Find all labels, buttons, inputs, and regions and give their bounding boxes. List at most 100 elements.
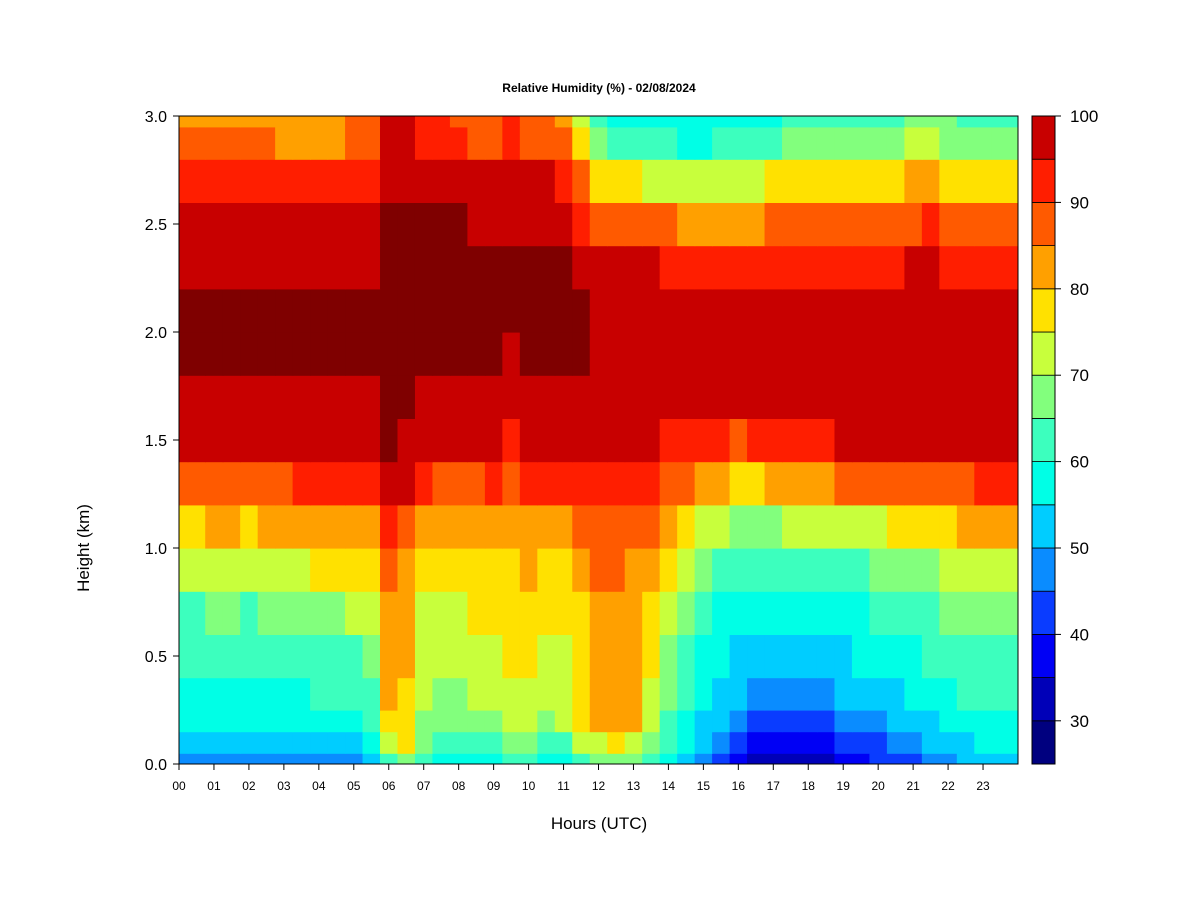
heatmap-cell — [712, 288, 731, 333]
heatmap-cell — [904, 710, 923, 733]
heatmap-cell — [904, 731, 923, 754]
heatmap-cell — [589, 245, 608, 290]
heatmap-cell — [747, 504, 766, 549]
heatmap-cell — [956, 461, 975, 506]
y-tick-label: 0.5 — [145, 649, 167, 666]
x-axis-label: Hours (UTC) — [551, 814, 647, 833]
heatmap-cell — [275, 731, 294, 754]
heatmap-cell — [712, 418, 731, 463]
heatmap-cell — [956, 288, 975, 333]
heatmap-cell — [816, 245, 836, 290]
heatmap-cell — [222, 116, 241, 128]
heatmap-cell — [624, 710, 643, 733]
heatmap-cell — [187, 375, 206, 419]
heatmap-cell — [432, 548, 451, 592]
heatmap-cell — [677, 126, 696, 160]
heatmap-cell — [869, 375, 888, 419]
heatmap-cell — [345, 753, 364, 764]
heatmap-cell — [712, 677, 731, 711]
heatmap-cell — [449, 202, 469, 247]
heatmap-cell — [205, 710, 224, 733]
colorbar-swatch — [1031, 288, 1056, 333]
heatmap-cell — [397, 677, 416, 711]
heatmap-cell — [414, 418, 434, 463]
heatmap-cell — [729, 202, 748, 247]
heatmap-cell — [179, 591, 189, 635]
heatmap-cell — [939, 634, 958, 679]
heatmap-cell — [502, 288, 521, 333]
x-tick-label: 12 — [592, 779, 606, 793]
heatmap-cell — [607, 591, 626, 635]
colorbar-swatch — [1031, 158, 1056, 203]
heatmap-cell — [939, 731, 958, 754]
heatmap-cell — [380, 634, 399, 679]
heatmap-cell — [484, 591, 503, 635]
heatmap-cell — [327, 245, 346, 290]
heatmap-cell — [310, 548, 329, 592]
heatmap-cell — [502, 461, 521, 506]
heatmap-cell — [327, 126, 346, 160]
y-axis: 0.0 0.5 1.0 1.5 2.0 2.5 3.0 — [145, 109, 179, 774]
heatmap-cell — [607, 731, 626, 754]
heatmap-cell — [449, 591, 469, 635]
heatmap-cell — [484, 126, 503, 160]
heatmap-cell — [397, 159, 416, 203]
heatmap-cell — [397, 710, 416, 733]
heatmap-cell — [677, 710, 696, 733]
heatmap-cell — [179, 126, 189, 160]
heatmap-cell — [694, 504, 713, 549]
heatmap-cell — [240, 677, 259, 711]
heatmap-cell — [222, 126, 241, 160]
heatmap-cell — [642, 548, 661, 592]
heatmap-cell — [179, 116, 189, 128]
heatmap-cell — [799, 245, 818, 290]
heatmap-cell — [310, 753, 329, 764]
heatmap-cell — [572, 202, 591, 247]
heatmap-cell — [275, 202, 294, 247]
heatmap-cell — [642, 159, 661, 203]
heatmap-cell — [782, 245, 801, 290]
heatmap-cell — [327, 548, 346, 592]
heatmap-cell — [554, 461, 573, 506]
heatmap-cell — [502, 504, 521, 549]
heatmap-cell — [974, 245, 993, 290]
heatmap-cell — [292, 634, 311, 679]
heatmap-cell — [991, 677, 1018, 711]
heatmap-cell — [939, 591, 958, 635]
heatmap-cell — [310, 731, 329, 754]
heatmap-cell — [275, 126, 294, 160]
heatmap-cell — [327, 461, 346, 506]
heatmap-cell — [537, 591, 556, 635]
heatmap-cell — [607, 753, 626, 764]
heatmap-cell — [904, 126, 923, 160]
heatmap-cell — [292, 126, 311, 160]
heatmap-cell — [851, 116, 871, 128]
heatmap-cell — [205, 116, 224, 128]
heatmap-cell — [345, 418, 364, 463]
heatmap-cell — [642, 116, 661, 128]
heatmap-cell — [904, 461, 923, 506]
heatmap-cell — [834, 677, 853, 711]
heatmap-cell — [991, 116, 1018, 128]
heatmap-cell — [974, 202, 993, 247]
heatmap-cell — [816, 126, 836, 160]
heatmap-cell — [886, 375, 905, 419]
heatmap-cell — [956, 710, 975, 733]
heatmap-cell — [449, 418, 469, 463]
colorbar-tick-label: 90 — [1070, 193, 1089, 212]
heatmap-cell — [257, 288, 276, 333]
x-tick-label: 16 — [732, 779, 746, 793]
heatmap-cell — [537, 461, 556, 506]
heatmap-cell — [869, 288, 888, 333]
heatmap-cell — [642, 126, 661, 160]
heatmap-cell — [345, 731, 364, 754]
heatmap-cell — [205, 126, 224, 160]
heatmap-cell — [467, 461, 486, 506]
heatmap-cell — [449, 245, 469, 290]
heatmap-cell — [974, 288, 993, 333]
heatmap-cell — [851, 159, 871, 203]
heatmap-cell — [414, 753, 434, 764]
colorbar-swatch — [1031, 461, 1056, 506]
heatmap-cell — [816, 202, 836, 247]
heatmap-cell — [764, 710, 783, 733]
